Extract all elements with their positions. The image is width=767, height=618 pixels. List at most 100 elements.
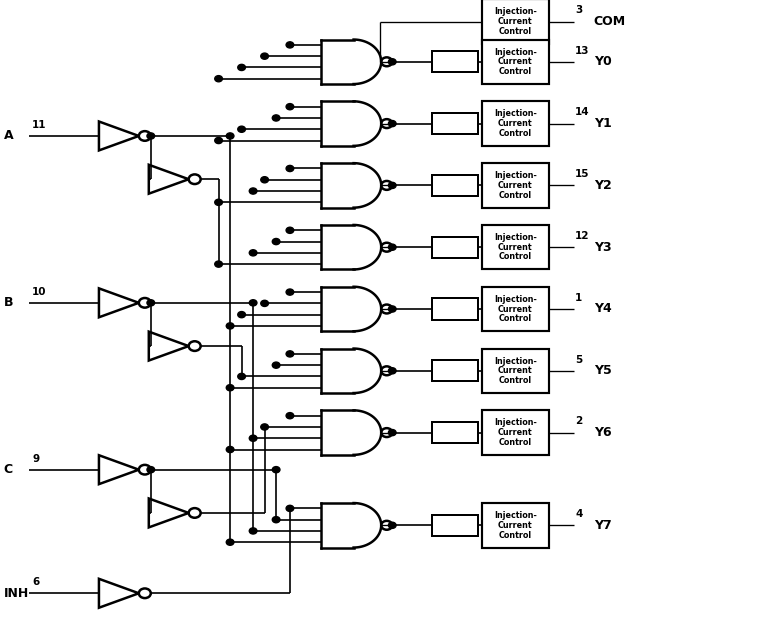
Circle shape bbox=[238, 373, 245, 379]
Bar bbox=[482, 410, 549, 455]
Circle shape bbox=[388, 368, 396, 374]
Text: Injection-: Injection- bbox=[494, 511, 537, 520]
Circle shape bbox=[147, 133, 155, 139]
Text: A: A bbox=[4, 129, 14, 143]
Text: 10: 10 bbox=[32, 287, 47, 297]
Circle shape bbox=[147, 300, 155, 306]
Circle shape bbox=[286, 506, 294, 512]
Circle shape bbox=[388, 522, 396, 528]
Circle shape bbox=[226, 133, 234, 139]
Text: Y0: Y0 bbox=[594, 55, 611, 69]
Text: 1: 1 bbox=[575, 293, 582, 303]
Circle shape bbox=[249, 250, 257, 256]
Text: Current: Current bbox=[498, 57, 533, 66]
Text: Injection-: Injection- bbox=[494, 171, 537, 180]
Text: Control: Control bbox=[499, 27, 532, 36]
Circle shape bbox=[286, 351, 294, 357]
Circle shape bbox=[261, 300, 268, 307]
Text: 3: 3 bbox=[575, 6, 582, 15]
Circle shape bbox=[249, 528, 257, 534]
Text: Y4: Y4 bbox=[594, 302, 611, 316]
Text: Current: Current bbox=[498, 119, 533, 128]
Circle shape bbox=[388, 430, 396, 436]
Bar bbox=[482, 225, 549, 269]
Circle shape bbox=[286, 413, 294, 419]
Text: Current: Current bbox=[498, 181, 533, 190]
Text: Current: Current bbox=[498, 428, 533, 437]
Circle shape bbox=[215, 261, 222, 267]
Circle shape bbox=[226, 539, 234, 545]
Circle shape bbox=[286, 104, 294, 110]
Text: 14: 14 bbox=[575, 108, 590, 117]
Text: Y5: Y5 bbox=[594, 364, 611, 378]
Circle shape bbox=[147, 467, 155, 473]
Text: Y2: Y2 bbox=[594, 179, 611, 192]
Bar bbox=[432, 360, 478, 381]
Text: 4: 4 bbox=[575, 509, 583, 519]
Bar bbox=[482, 0, 549, 44]
Text: Injection-: Injection- bbox=[494, 48, 537, 56]
Text: 5: 5 bbox=[575, 355, 582, 365]
Text: Current: Current bbox=[498, 305, 533, 313]
Circle shape bbox=[388, 59, 396, 65]
Text: C: C bbox=[4, 463, 13, 476]
Bar bbox=[432, 175, 478, 196]
Circle shape bbox=[238, 126, 245, 132]
Circle shape bbox=[388, 121, 396, 127]
Text: 13: 13 bbox=[575, 46, 590, 56]
Text: B: B bbox=[4, 296, 13, 310]
Text: Y3: Y3 bbox=[594, 240, 611, 254]
Circle shape bbox=[286, 227, 294, 234]
Text: Injection-: Injection- bbox=[494, 295, 537, 303]
Text: Injection-: Injection- bbox=[494, 233, 537, 242]
Bar bbox=[432, 298, 478, 320]
Text: 9: 9 bbox=[32, 454, 39, 464]
Text: 2: 2 bbox=[575, 417, 582, 426]
Text: Current: Current bbox=[498, 521, 533, 530]
Text: INH: INH bbox=[4, 586, 29, 600]
Text: Control: Control bbox=[499, 315, 532, 323]
Circle shape bbox=[286, 42, 294, 48]
Circle shape bbox=[272, 517, 280, 523]
Text: 11: 11 bbox=[32, 120, 47, 130]
Text: Y1: Y1 bbox=[594, 117, 611, 130]
Circle shape bbox=[388, 182, 396, 188]
Bar bbox=[432, 51, 478, 72]
Text: Injection-: Injection- bbox=[494, 357, 537, 365]
Text: Current: Current bbox=[498, 17, 533, 26]
Circle shape bbox=[388, 306, 396, 312]
Bar bbox=[482, 287, 549, 331]
Circle shape bbox=[286, 166, 294, 172]
Circle shape bbox=[249, 435, 257, 441]
Text: Control: Control bbox=[499, 531, 532, 540]
Bar bbox=[432, 515, 478, 536]
Circle shape bbox=[226, 323, 234, 329]
Text: Control: Control bbox=[499, 191, 532, 200]
Circle shape bbox=[272, 467, 280, 473]
Text: Injection-: Injection- bbox=[494, 109, 537, 118]
Bar bbox=[482, 349, 549, 393]
Circle shape bbox=[226, 384, 234, 391]
Bar bbox=[432, 237, 478, 258]
Circle shape bbox=[238, 311, 245, 318]
Text: 12: 12 bbox=[575, 231, 590, 241]
Circle shape bbox=[215, 199, 222, 205]
Bar bbox=[482, 163, 549, 208]
Circle shape bbox=[272, 362, 280, 368]
Circle shape bbox=[261, 177, 268, 183]
Text: Current: Current bbox=[498, 366, 533, 375]
Circle shape bbox=[249, 188, 257, 194]
Text: COM: COM bbox=[594, 15, 626, 28]
Circle shape bbox=[215, 75, 222, 82]
Bar bbox=[482, 101, 549, 146]
Text: 6: 6 bbox=[32, 577, 39, 587]
Text: Y7: Y7 bbox=[594, 519, 611, 532]
Bar bbox=[482, 40, 549, 84]
Circle shape bbox=[286, 289, 294, 295]
Circle shape bbox=[226, 446, 234, 452]
Circle shape bbox=[238, 64, 245, 70]
Bar bbox=[432, 113, 478, 134]
Text: Y6: Y6 bbox=[594, 426, 611, 439]
Bar bbox=[482, 503, 549, 548]
Bar bbox=[432, 422, 478, 443]
